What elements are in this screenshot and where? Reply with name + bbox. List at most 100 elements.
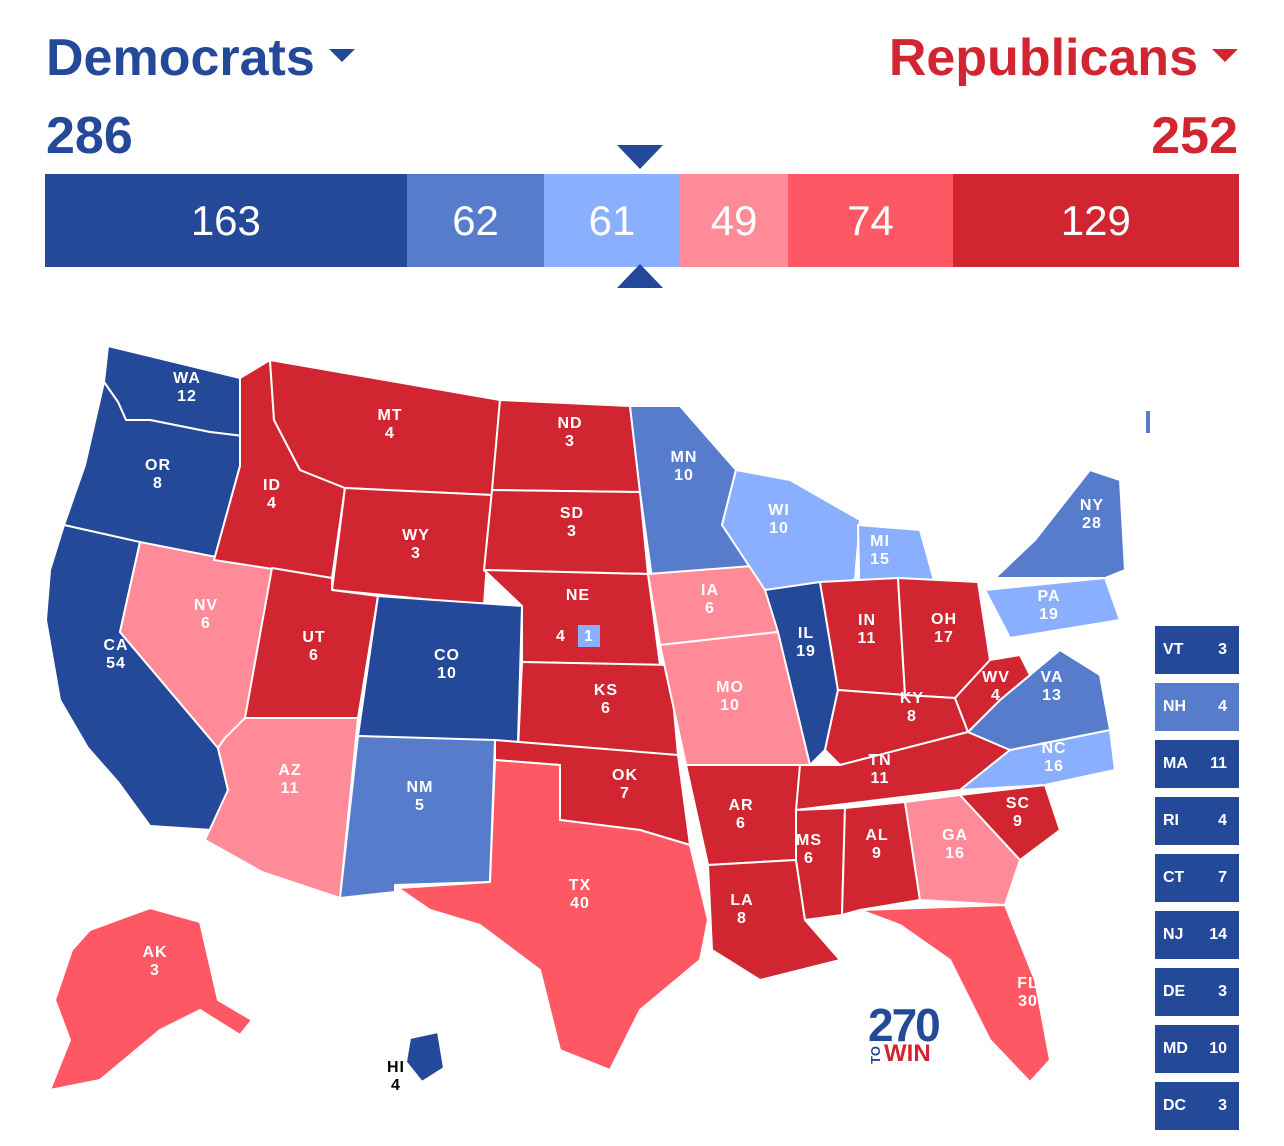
state-ev-label: 4 bbox=[991, 687, 1001, 704]
state-nc[interactable] bbox=[959, 729, 1116, 791]
state-ev-label: 12 bbox=[177, 388, 197, 405]
state-ev-label: 9 bbox=[872, 845, 882, 862]
state-abbr-label: FL bbox=[1017, 975, 1039, 992]
state-abbr-label: AR bbox=[728, 797, 753, 814]
state-ev-label: 5 bbox=[415, 797, 425, 814]
state-ev-label: 11 bbox=[871, 770, 890, 787]
small-state-abbr: DE bbox=[1163, 983, 1186, 1000]
state-ev-label: 4 bbox=[385, 425, 395, 442]
state-ev-label: 4 bbox=[267, 495, 277, 512]
state-ms[interactable] bbox=[795, 807, 846, 921]
state-abbr-label: HI bbox=[387, 1059, 405, 1076]
small-state-ev: 14 bbox=[1209, 926, 1227, 943]
state-abbr-label: NC bbox=[1041, 740, 1066, 757]
small-state-md[interactable]: MD 10 bbox=[1155, 1025, 1239, 1073]
state-sc[interactable] bbox=[959, 784, 1061, 861]
state-abbr-label: AL bbox=[865, 827, 888, 844]
state-abbr-label: LA bbox=[730, 892, 753, 909]
majority-marker-bottom-icon bbox=[617, 264, 663, 288]
state-abbr-label: UT bbox=[302, 629, 325, 646]
small-state-abbr: NH bbox=[1163, 698, 1187, 715]
tally-segment-likely_d[interactable]: 62 bbox=[406, 174, 545, 267]
small-state-abbr: VT bbox=[1163, 641, 1184, 658]
state-abbr-label: IL bbox=[798, 625, 814, 642]
logo-win: WIN bbox=[884, 1040, 931, 1067]
state-al[interactable] bbox=[841, 801, 921, 916]
small-state-ev: 7 bbox=[1218, 869, 1227, 886]
state-abbr-label: ND bbox=[557, 415, 582, 432]
state-ev-label: 11 bbox=[281, 780, 300, 797]
state-abbr-label: AK bbox=[142, 944, 167, 961]
small-state-vt[interactable]: VT 3 bbox=[1155, 626, 1239, 674]
small-state-abbr: MA bbox=[1163, 755, 1188, 772]
district-box[interactable] bbox=[1146, 411, 1150, 433]
state-abbr-label: MN bbox=[671, 449, 698, 466]
state-ak[interactable] bbox=[49, 907, 253, 1091]
small-state-ct[interactable]: CT 7 bbox=[1155, 854, 1239, 902]
state-ev-label: 3 bbox=[567, 523, 577, 540]
republicans-total: 252 bbox=[1151, 107, 1238, 165]
state-wv[interactable] bbox=[954, 654, 1031, 733]
state-abbr-label: IA bbox=[701, 582, 719, 599]
state-az[interactable] bbox=[204, 717, 359, 899]
state-hi[interactable] bbox=[405, 1031, 445, 1083]
district-box[interactable] bbox=[578, 625, 600, 647]
state-abbr-label: CA bbox=[103, 637, 128, 654]
electoral-tally-bar: 163 62 61 49 74 129 bbox=[45, 174, 1239, 267]
logo-number: 270 bbox=[868, 999, 941, 1051]
state-abbr-label: KS bbox=[594, 682, 618, 699]
state-ev-label: 10 bbox=[720, 697, 740, 714]
small-state-ev: 3 bbox=[1218, 983, 1227, 1000]
state-ev-label: 3 bbox=[150, 962, 160, 979]
state-pa[interactable] bbox=[984, 577, 1121, 639]
state-abbr-label: SD bbox=[560, 505, 584, 522]
tally-segment-solid_d[interactable]: 163 bbox=[45, 174, 407, 267]
state-abbr-label: NE bbox=[566, 587, 590, 604]
small-state-nj[interactable]: NJ 14 bbox=[1155, 911, 1239, 959]
small-state-abbr: DC bbox=[1163, 1097, 1187, 1114]
state-ev-label: 7 bbox=[620, 785, 630, 802]
state-ev-label: 16 bbox=[1044, 758, 1064, 775]
small-state-nh[interactable]: NH 4 bbox=[1155, 683, 1239, 731]
state-ks[interactable] bbox=[517, 661, 679, 756]
state-ev-label: 16 bbox=[945, 845, 965, 862]
state-ev-label: 19 bbox=[1039, 606, 1059, 623]
state-ev-label: 8 bbox=[153, 475, 163, 492]
state-abbr-label: WA bbox=[173, 370, 201, 387]
small-state-ev: 10 bbox=[1209, 1040, 1227, 1057]
state-ev-label: 40 bbox=[570, 895, 590, 912]
chevron-down-icon bbox=[328, 48, 355, 62]
state-abbr-label: NM bbox=[407, 779, 434, 796]
republicans-dropdown[interactable]: Republicans bbox=[889, 28, 1238, 88]
state-abbr-label: TX bbox=[569, 877, 591, 894]
tally-segment-lean_d[interactable]: 61 bbox=[544, 174, 680, 267]
state-abbr-label: CO bbox=[434, 647, 460, 664]
270towin-logo: 270 TO WIN bbox=[868, 998, 948, 1070]
small-state-abbr: CT bbox=[1163, 869, 1185, 886]
state-ny[interactable] bbox=[994, 469, 1126, 579]
small-state-de[interactable]: DE 3 bbox=[1155, 968, 1239, 1016]
state-abbr-label: MO bbox=[716, 679, 744, 696]
democrats-dropdown[interactable]: Democrats bbox=[46, 28, 355, 88]
small-state-ri[interactable]: RI 4 bbox=[1155, 797, 1239, 845]
state-ev-label: 10 bbox=[437, 665, 457, 682]
tally-segment-lean_r[interactable]: 49 bbox=[679, 174, 789, 267]
small-state-ma[interactable]: MA 11 bbox=[1155, 740, 1239, 788]
tally-segment-solid_r[interactable]: 129 bbox=[952, 174, 1239, 267]
state-tx[interactable] bbox=[397, 759, 709, 1071]
state-ev-label: 8 bbox=[907, 708, 917, 725]
tally-segment-likely_r[interactable]: 74 bbox=[788, 174, 953, 267]
state-ev-label: 8 bbox=[737, 910, 747, 927]
small-state-dc[interactable]: DC 3 bbox=[1155, 1082, 1239, 1130]
small-state-ev: 4 bbox=[1218, 812, 1227, 829]
state-ev-label: 6 bbox=[201, 615, 211, 632]
state-fl[interactable] bbox=[859, 904, 1051, 1083]
state-abbr-label: SC bbox=[1006, 795, 1030, 812]
state-ev-label: 30 bbox=[1018, 993, 1038, 1010]
state-ga[interactable] bbox=[904, 794, 1021, 906]
state-nm[interactable] bbox=[339, 735, 496, 899]
state-sd[interactable] bbox=[483, 489, 649, 575]
small-state-ev: 11 bbox=[1210, 755, 1227, 772]
state-ev-label: 3 bbox=[411, 545, 421, 562]
state-abbr-label: MI bbox=[870, 533, 890, 550]
